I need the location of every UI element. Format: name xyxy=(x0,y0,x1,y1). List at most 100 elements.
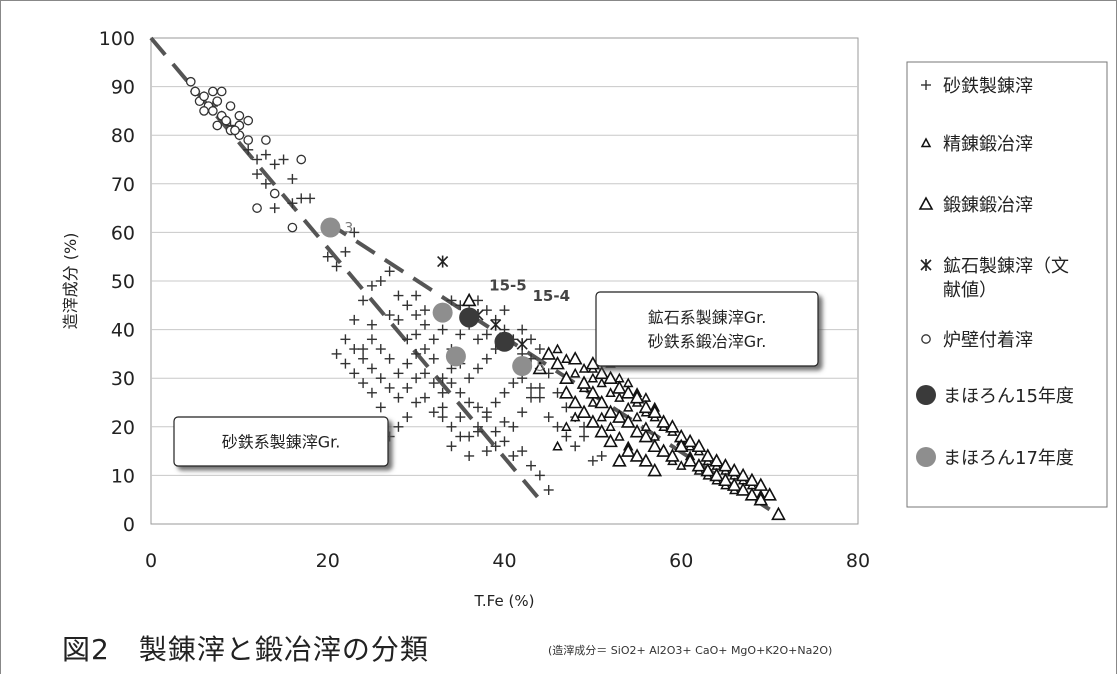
point-plus xyxy=(481,305,492,316)
point-plus xyxy=(411,373,422,384)
point-plus xyxy=(375,373,386,384)
legend-marker xyxy=(920,259,932,271)
point-plus xyxy=(393,368,404,379)
point-plus xyxy=(472,295,483,306)
point-triangle-large xyxy=(718,458,733,472)
point-triangle-large xyxy=(682,433,698,448)
point-circle-light xyxy=(320,217,341,238)
point-plus xyxy=(552,421,563,432)
point-circle-open xyxy=(225,101,236,111)
point-triangle-small xyxy=(614,430,625,441)
point-plus xyxy=(375,402,386,413)
point-plus xyxy=(446,441,457,452)
point-plus xyxy=(552,387,563,398)
point-triangle-small xyxy=(578,362,590,373)
point-circle-open xyxy=(221,115,231,126)
region-box-label: 砂鉄系製錬滓Gr. xyxy=(222,433,341,452)
point-triangle-small xyxy=(622,401,634,412)
point-plus xyxy=(464,373,475,384)
point-triangle-large xyxy=(541,346,557,360)
point-star xyxy=(516,338,528,351)
point-plus xyxy=(428,334,439,345)
point-triangle-large xyxy=(576,375,592,389)
point-plus xyxy=(243,144,254,155)
point-triangle-large xyxy=(567,351,583,365)
point-triangle-large xyxy=(647,404,663,419)
point-plus xyxy=(508,421,519,432)
point-plus xyxy=(455,387,466,398)
region-box: 砂鉄系製錬滓Gr. xyxy=(173,416,389,467)
point-label: 5 xyxy=(536,359,545,375)
point-plus xyxy=(287,198,298,209)
point-plus xyxy=(472,402,483,413)
x-tick-label: 20 xyxy=(316,550,340,572)
point-circle-open xyxy=(243,115,254,126)
point-triangle-small xyxy=(631,411,643,422)
point-plus xyxy=(437,373,448,384)
legend-label: まほろん17年度 xyxy=(943,448,1074,469)
legend-marker xyxy=(916,385,936,405)
point-plus xyxy=(517,407,528,418)
point-triangle-large xyxy=(594,365,610,380)
point-plus xyxy=(393,314,404,325)
point-triangle-small xyxy=(605,387,616,398)
legend-frame xyxy=(906,61,1108,508)
point-plus xyxy=(419,319,430,330)
point-circle-open xyxy=(269,188,280,199)
point-triangle-large xyxy=(726,462,742,477)
point-plus xyxy=(587,455,598,466)
point-star xyxy=(490,318,502,331)
point-plus xyxy=(543,484,554,495)
point-plus xyxy=(455,431,466,442)
point-plus xyxy=(499,436,510,447)
point-plus xyxy=(437,402,448,413)
point-circle-open xyxy=(199,106,209,116)
point-circle-light xyxy=(445,346,466,367)
point-triangle-small xyxy=(561,353,572,364)
point-triangle-large xyxy=(665,419,680,433)
point-triangle-large xyxy=(665,448,680,462)
point-plus xyxy=(366,319,377,330)
y-tick-label: 50 xyxy=(111,271,135,293)
point-star xyxy=(437,255,449,268)
point-triangle-large xyxy=(700,448,716,462)
point-plus xyxy=(252,154,263,165)
point-plus xyxy=(402,358,413,369)
legend-label: 炉壁付着滓 xyxy=(943,330,1033,351)
point-plus xyxy=(384,353,395,364)
point-triangle-small xyxy=(561,421,572,432)
point-triangle-small xyxy=(569,411,581,422)
point-circle-dark xyxy=(494,331,515,352)
point-plus xyxy=(411,329,422,340)
point-triangle-large xyxy=(576,404,592,419)
point-plus xyxy=(419,305,430,316)
point-triangle-large xyxy=(629,448,645,462)
point-plus xyxy=(366,363,377,374)
point-triangle-large xyxy=(559,385,574,399)
point-circle-open xyxy=(212,96,223,107)
region-box: 鉱石系製錬滓Gr. 砂鉄系鍛冶滓Gr. xyxy=(595,291,819,367)
point-plus xyxy=(490,397,501,408)
point-triangle-large xyxy=(735,482,751,496)
legend-item: 砂鉄製錬滓 xyxy=(921,76,1033,97)
point-plus xyxy=(375,344,386,355)
point-plus xyxy=(499,416,510,427)
point-plus xyxy=(269,159,280,170)
point-circle-open xyxy=(212,120,223,131)
point-plus xyxy=(358,353,369,364)
point-plus xyxy=(287,173,298,184)
point-plus xyxy=(596,450,607,461)
legend-label: 鉱石製錬滓（文 xyxy=(943,256,1069,277)
axes: 0 10 20 30 40 50 60 70 80 90 100 0 20 40 60 80 T.Fe (%) 造… xyxy=(61,28,870,610)
point-triangle-large xyxy=(771,506,786,521)
legend-marker xyxy=(916,447,936,467)
point-plus xyxy=(464,450,475,461)
legend-marker xyxy=(918,196,934,210)
point-plus xyxy=(472,363,483,374)
point-plus xyxy=(411,310,422,321)
point-plus xyxy=(534,470,545,481)
region-box-label: 鉱石系製錬滓Gr. xyxy=(648,308,767,327)
point-triangle-large xyxy=(612,453,627,467)
legend-item: 鍛錬鍛冶滓 xyxy=(918,195,1033,216)
point-plus xyxy=(446,378,457,389)
